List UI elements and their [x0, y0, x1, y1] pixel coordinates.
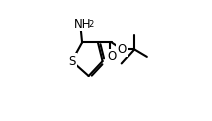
Text: S: S: [68, 55, 75, 68]
Text: O: O: [117, 43, 127, 56]
Text: O: O: [107, 50, 117, 63]
Text: NH: NH: [74, 18, 92, 31]
Text: 2: 2: [88, 20, 93, 29]
